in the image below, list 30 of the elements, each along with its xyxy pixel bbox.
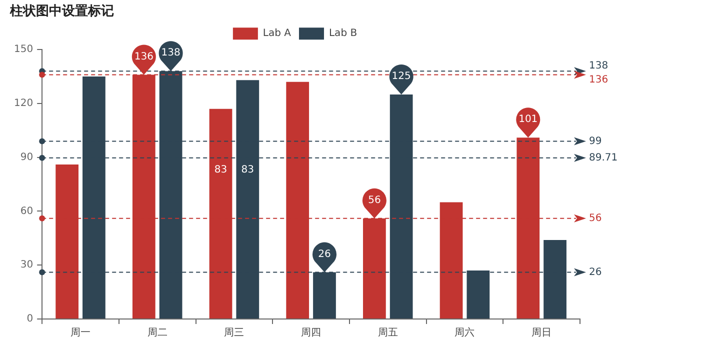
ref-line-label: 56 [589,213,602,224]
data-label: 101 [518,114,538,126]
annotation: 83 [241,164,254,176]
y-tick-label: 30 [20,260,34,271]
y-tick-label: 0 [26,314,34,325]
ref-line-label: 26 [589,266,602,278]
x-tick-label: 周二 [147,328,168,339]
x-tick-label: 周三 [224,328,244,339]
y-tick-label: 90 [20,152,34,163]
data-label: 136 [134,51,154,62]
x-tick-label: 周四 [301,328,322,339]
x-tick-label: 周一 [70,328,91,339]
ref-line-label: 89.71 [589,152,618,164]
data-label: 138 [161,48,180,59]
legend-label: Lab B [328,28,358,40]
ref-line-label: 99 [589,136,602,147]
data-label: 26 [318,248,331,260]
x-tick-label: 周六 [454,326,475,339]
y-tick-label: 120 [14,98,34,110]
ref-line-label: 136 [589,74,608,86]
data-label: 125 [392,71,411,82]
data-label: 56 [368,195,381,206]
legend-label: Lab A [262,28,292,40]
x-tick-label: 周日 [532,328,552,339]
y-tick-label: 60 [20,206,34,217]
x-tick-label: 周五 [378,328,398,339]
y-tick-label: 150 [14,44,34,56]
ref-line-label: 138 [589,60,608,72]
annotation: 83 [214,164,228,176]
chart-title: 柱状图中设置标记 [9,4,114,20]
